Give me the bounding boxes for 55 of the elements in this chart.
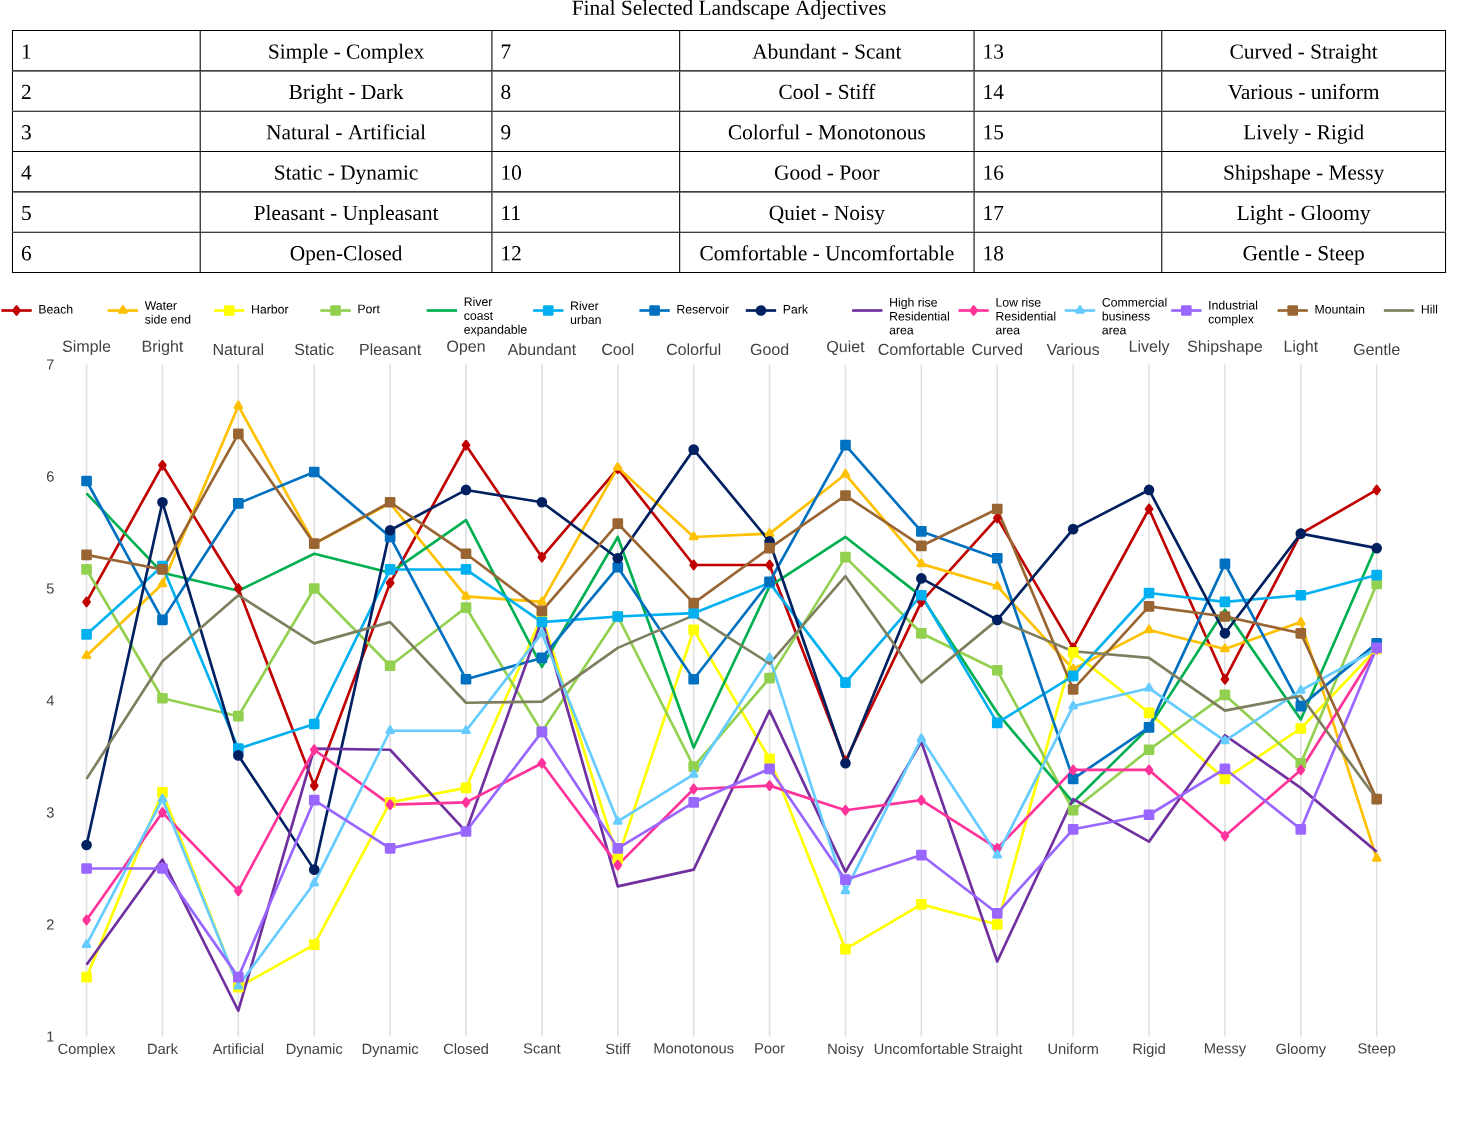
text: Pleasant - Unpleasant <box>254 205 439 225</box>
chart-title: Final Selected Landscape Adjectives <box>572 0 886 20</box>
text: 5 <box>22 205 31 221</box>
text: Comfortable - Uncomfortable <box>700 245 954 261</box>
text: Static - Dynamic <box>275 165 418 185</box>
text: Gentle <box>1353 343 1400 356</box>
text: 17 <box>984 205 1004 220</box>
text: Open <box>447 340 485 356</box>
text: Good <box>750 343 789 356</box>
text: Natural - Artificial <box>266 124 426 140</box>
text: 3 <box>22 125 31 140</box>
text: 15 <box>984 125 1004 140</box>
text: 7 <box>501 44 511 59</box>
text: Cool <box>602 343 634 356</box>
text: Quiet - Noisy <box>769 205 885 225</box>
text: Gentle - Steep <box>1243 245 1364 265</box>
text: Natural <box>213 343 264 356</box>
text: Shipshape - Messy <box>1224 164 1385 185</box>
text: 18 <box>984 246 1004 261</box>
text: Bright <box>142 340 184 356</box>
text: 9 <box>501 125 511 140</box>
text: Shipshape <box>1187 340 1263 356</box>
text: 8 <box>501 84 511 100</box>
text: 10 <box>502 165 521 180</box>
text: Cool - Stiff <box>779 83 876 100</box>
text: Comfortable <box>878 343 965 356</box>
text: 12 <box>502 246 521 261</box>
text: 13 <box>984 44 1004 59</box>
text: Light - Gloomy <box>1237 205 1371 225</box>
text: Abundant <box>507 343 577 356</box>
text: Pleasant <box>360 343 422 356</box>
text: 2 <box>21 84 31 99</box>
text: Lively <box>1129 340 1170 356</box>
text: 6 <box>21 246 32 261</box>
text: 1 <box>22 44 31 59</box>
text: Static <box>294 343 334 356</box>
text: Colorful - Monotonous <box>728 124 926 140</box>
text: 4 <box>21 165 32 180</box>
text: Lively - Rigid <box>1243 124 1364 144</box>
text: Simple - Complex <box>269 43 425 64</box>
text: Simple <box>62 340 111 356</box>
text: Light <box>1284 340 1319 356</box>
text: Curved - Straight <box>1230 43 1378 64</box>
text: Good - Poor <box>775 164 880 180</box>
text: Various - uniform <box>1228 83 1380 100</box>
text: Bright - Dark <box>289 84 404 104</box>
text: Curved <box>972 343 1022 356</box>
text: Abundant - Scant <box>752 43 902 59</box>
text: Various <box>1046 343 1100 356</box>
text: 16 <box>984 165 1004 180</box>
text: 14 <box>984 84 1004 99</box>
text: Open-Closed <box>290 245 403 265</box>
text: Colorful <box>666 343 721 356</box>
text: Quiet <box>827 340 865 356</box>
text: 11 <box>502 205 520 220</box>
